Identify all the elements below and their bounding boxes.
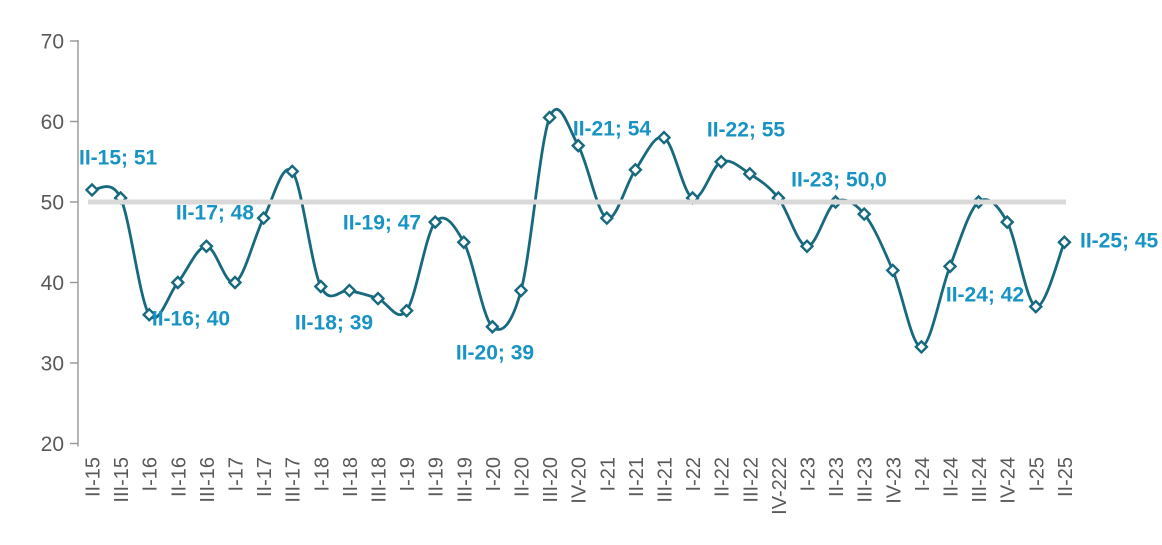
data-point-marker [542, 110, 557, 125]
data-point-marker [1028, 299, 1043, 314]
x-axis-tick-label: II-24 [941, 457, 963, 497]
x-axis-tick-label: II-17 [254, 457, 276, 497]
x-axis-tick-label: III-15 [111, 457, 133, 503]
x-axis-tick-label: I-19 [397, 457, 419, 491]
data-point-marker [142, 307, 157, 322]
y-axis-tick-label: 40 [41, 272, 64, 295]
x-axis-tick-label: IV-222 [769, 457, 791, 515]
data-point-marker [885, 263, 900, 278]
data-point-marker [227, 275, 243, 290]
x-axis-tick-label: I-20 [483, 457, 505, 491]
x-axis-tick-label: I-18 [311, 457, 333, 491]
series-line [90, 108, 1066, 349]
data-point-marker [714, 154, 729, 169]
x-axis-tick-label: IV-24 [998, 457, 1020, 504]
x-axis-tick-label: III-19 [454, 457, 476, 503]
x-axis-tick-label: II-16 [168, 457, 190, 497]
x-axis-tick-label: III-21 [655, 457, 677, 503]
data-point-marker [942, 259, 958, 274]
x-axis-tick-label: III-24 [969, 457, 991, 503]
data-point-marker [799, 239, 815, 254]
data-point-marker [571, 138, 586, 153]
x-axis-tick-label: II-23 [826, 457, 848, 497]
x-axis-tick-label: I-25 [1026, 457, 1048, 491]
x-axis-tick-label: I-21 [597, 457, 619, 491]
data-point-marker [1000, 214, 1015, 230]
y-axis-tick-label: 70 [41, 31, 64, 54]
x-axis-tick-label: I-23 [798, 457, 820, 491]
x-axis-tick-label: III-23 [855, 457, 877, 503]
data-point-marker [456, 235, 471, 250]
y-axis-tick-label: 20 [41, 433, 64, 456]
data-point-marker [199, 239, 214, 254]
x-axis-tick-label: II-22 [712, 457, 734, 497]
data-point-marker [513, 283, 529, 298]
x-axis-tick-label: II-15 [83, 457, 105, 497]
x-axis-tick-label: IV-20 [569, 457, 591, 504]
data-point-marker [285, 164, 300, 179]
data-point-marker [914, 339, 929, 355]
data-point-marker [628, 162, 643, 177]
data-point-marker [170, 275, 185, 290]
data-point-marker [370, 291, 386, 306]
data-point-marker [857, 206, 872, 222]
data-point-marker [656, 130, 672, 145]
data-point-marker [342, 283, 357, 298]
data-point-marker [742, 166, 757, 182]
x-axis-tick-label: III-20 [540, 457, 562, 503]
data-point-marker [485, 319, 500, 334]
y-axis-tick-label: 30 [41, 353, 64, 376]
x-axis-tick-label: III-17 [283, 457, 305, 503]
x-axis-tick-label: I-16 [140, 457, 162, 491]
data-point-marker [1057, 235, 1072, 250]
data-point-label: II-22; 55 [707, 119, 786, 142]
y-axis-tick-label: 60 [41, 111, 64, 134]
x-axis-tick-label: II-19 [426, 457, 448, 497]
x-axis-tick-label: I-22 [683, 457, 705, 491]
x-axis-tick-label: III-16 [197, 457, 219, 503]
data-point-label: II-20; 39 [456, 342, 534, 365]
data-point-marker [428, 214, 443, 230]
x-axis-tick-label: III-18 [369, 457, 391, 503]
data-point-label: II-21; 54 [573, 118, 652, 141]
y-axis-tick-label: 50 [41, 192, 64, 215]
data-point-label: II-24; 42 [946, 284, 1024, 307]
x-axis-tick-label: II-18 [340, 457, 362, 497]
data-point-marker [313, 279, 328, 294]
x-axis-tick-label: I-24 [912, 457, 934, 491]
data-point-marker [84, 182, 100, 198]
data-point-marker [599, 210, 614, 226]
data-point-label: II-17; 48 [176, 202, 255, 225]
data-point-label: II-18; 39 [295, 312, 373, 335]
data-point-label: II-25; 45 [1080, 230, 1159, 253]
x-axis-tick-label: III-22 [740, 457, 762, 503]
x-axis-tick-label: I-17 [226, 457, 248, 491]
data-point-label: II-19; 47 [343, 212, 421, 235]
x-axis-tick-label: IV-23 [883, 457, 905, 504]
data-point-marker [399, 303, 414, 318]
data-point-label: II-23; 50,0 [791, 169, 887, 192]
x-axis-tick-label: II-21 [626, 457, 648, 497]
x-axis-tick-label: II-20 [512, 457, 534, 497]
x-axis-tick-label: II-25 [1055, 457, 1077, 497]
data-point-marker [256, 210, 271, 226]
data-point-label: II-15; 51 [79, 147, 158, 170]
data-point-label: II-16; 40 [152, 308, 230, 331]
